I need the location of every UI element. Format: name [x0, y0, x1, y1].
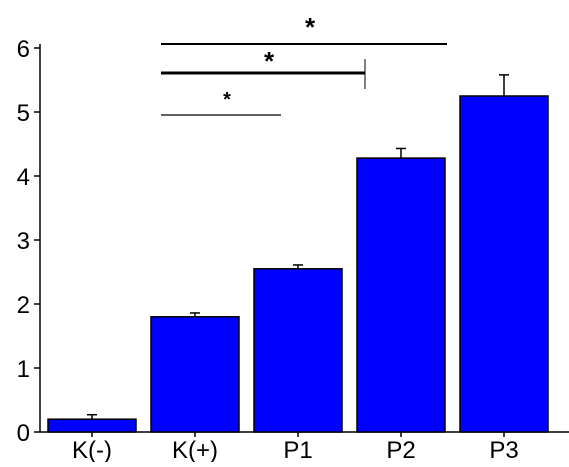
significance-star: * [223, 89, 231, 111]
y-tick-label: 0 [17, 420, 30, 447]
bar [150, 316, 240, 433]
significance-star: * [264, 46, 275, 76]
y-tick-label: 4 [17, 164, 30, 191]
y-tick-label: 1 [17, 356, 30, 383]
bar [253, 268, 343, 433]
bar [459, 95, 549, 433]
significance-star: * [305, 12, 316, 42]
x-tick-label: P3 [489, 437, 518, 462]
y-tick-label: 2 [17, 292, 30, 319]
bar [356, 157, 446, 433]
y-tick-label: 3 [17, 228, 30, 255]
bar [47, 418, 137, 433]
y-tick-label: 6 [17, 36, 30, 63]
x-tick-label: K(-) [72, 437, 112, 462]
y-tick-label: 5 [17, 100, 30, 127]
x-tick-label: K(+) [172, 437, 218, 462]
x-tick-label: P2 [386, 437, 415, 462]
x-tick-label: P1 [283, 437, 312, 462]
